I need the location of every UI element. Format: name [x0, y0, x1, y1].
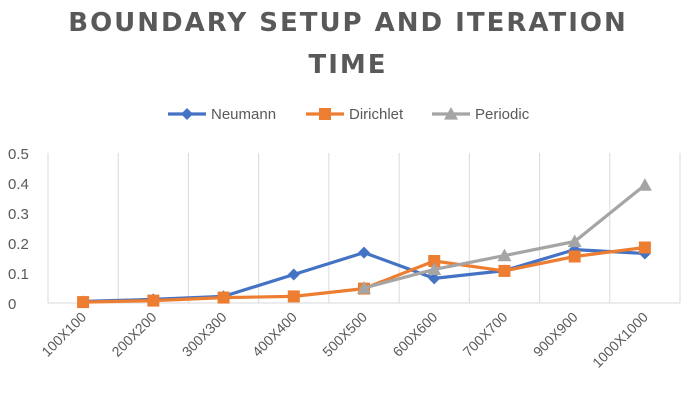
x-tick-label: 600X600 [389, 309, 440, 360]
y-tick-label: 0.4 [8, 176, 29, 193]
chart-title-line-2: TIME [308, 50, 388, 80]
legend-label-periodic: Periodic [475, 106, 530, 123]
data-point-periodic [567, 234, 582, 248]
data-point-dirichlet [428, 255, 441, 267]
data-point-dirichlet [638, 241, 651, 254]
x-tick-label: 300X300 [179, 309, 230, 360]
x-tick-label: 1000X1000 [589, 309, 651, 371]
data-point-periodic [357, 281, 371, 294]
chart-title-line-1: BOUNDARY SETUP AND ITERATION [68, 8, 628, 38]
data-point-dirichlet [147, 294, 160, 307]
data-point-dirichlet [498, 264, 511, 277]
x-tick-label: 100X100 [38, 309, 89, 360]
data-point-neumann [428, 272, 441, 285]
x-tick-label: 900X900 [530, 309, 581, 360]
data-point-dirichlet [77, 296, 90, 309]
y-tick-label: 0.1 [8, 266, 29, 283]
y-tick-label: 0.5 [8, 146, 29, 163]
data-point-neumann [287, 268, 300, 281]
x-tick-label: 500X500 [319, 309, 370, 360]
data-point-dirichlet [217, 291, 230, 304]
legend-marker-dirichlet [319, 108, 331, 120]
y-tick-label: 0.3 [8, 206, 29, 223]
data-point-dirichlet [568, 250, 581, 263]
x-tick-label: 200X200 [108, 309, 159, 360]
data-point-periodic [637, 178, 652, 191]
legend-marker-neumann [181, 108, 193, 120]
legend-label-neumann: Neumann [211, 106, 276, 123]
legend-label-dirichlet: Dirichlet [349, 106, 404, 123]
data-point-dirichlet [287, 290, 300, 303]
y-tick-label: 0 [8, 296, 16, 313]
x-tick-label: 700X700 [460, 309, 511, 360]
data-point-periodic [427, 262, 442, 275]
data-point-neumann [358, 246, 370, 259]
x-tick-label: 400X400 [249, 309, 300, 360]
y-tick-label: 0.2 [8, 236, 29, 253]
legend-marker-periodic [444, 107, 458, 120]
data-point-periodic [497, 248, 512, 262]
